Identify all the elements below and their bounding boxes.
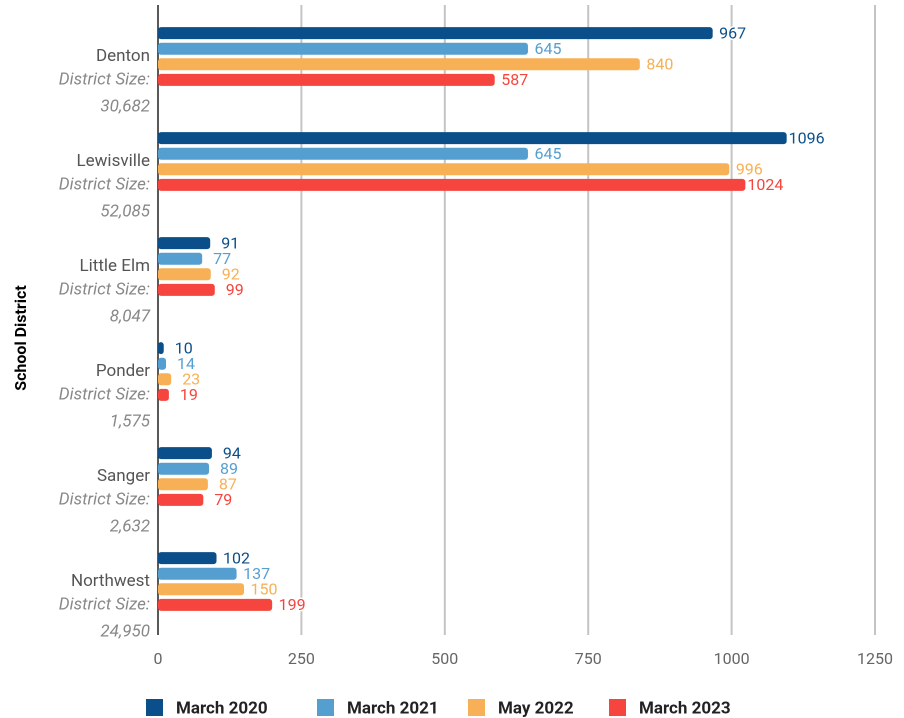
x-tick-label: 500 <box>431 649 458 668</box>
value-label: 19 <box>180 385 198 404</box>
legend-swatch <box>468 699 485 716</box>
category-note: District Size: 2,632 <box>59 490 150 537</box>
category-note: District Size: 52,085 <box>59 175 151 222</box>
bar <box>158 342 164 355</box>
x-tick-label: 1000 <box>714 649 750 668</box>
bar <box>158 388 169 401</box>
legend-swatch <box>317 699 334 716</box>
x-tick-label: 250 <box>288 649 315 668</box>
bar <box>158 462 210 475</box>
value-label: 840 <box>646 55 673 74</box>
value-label: 87 <box>219 475 237 494</box>
category-label: Little Elm <box>80 256 150 276</box>
category-note: District Size: 30,682 <box>59 70 150 117</box>
legend-label: May 2022 <box>498 698 574 718</box>
legend-label: March 2023 <box>639 698 731 718</box>
bar <box>158 598 273 611</box>
bar <box>158 373 172 386</box>
category-label: Ponder <box>96 361 150 381</box>
legend-label: March 2020 <box>176 698 268 718</box>
bar <box>158 132 787 145</box>
value-label: 91 <box>221 233 239 252</box>
category-label: Sanger <box>97 466 150 486</box>
value-label: 996 <box>736 160 763 179</box>
value-label: 94 <box>223 443 241 462</box>
value-label: 137 <box>243 564 270 583</box>
y-axis-label: School District <box>11 285 30 391</box>
value-label: 99 <box>226 280 244 299</box>
category-note: District Size: 24,950 <box>59 595 150 642</box>
bar <box>158 583 245 596</box>
legend-swatch <box>609 699 626 716</box>
value-label: 1024 <box>747 175 783 194</box>
value-label: 79 <box>214 490 232 509</box>
value-label: 14 <box>177 354 195 373</box>
value-label: 10 <box>175 338 193 357</box>
value-label: 1096 <box>789 128 825 147</box>
bar <box>158 178 746 191</box>
bar <box>158 567 237 580</box>
value-label: 77 <box>213 249 231 268</box>
bar <box>158 357 167 370</box>
category-label: Denton <box>96 46 150 66</box>
value-label: 92 <box>222 265 240 284</box>
bar <box>158 283 215 296</box>
x-tick-label: 0 <box>154 649 163 668</box>
bar <box>158 268 211 281</box>
bar <box>158 252 203 265</box>
bar <box>158 493 204 506</box>
category-label: Northwest <box>71 571 150 591</box>
bar <box>158 478 208 491</box>
bar <box>158 73 495 86</box>
legend-label: March 2021 <box>347 698 439 718</box>
category-note: District Size: 1,575 <box>59 385 151 432</box>
category-label: Lewisville <box>76 151 150 171</box>
x-tick-label: 1250 <box>857 649 893 668</box>
bar <box>158 27 713 40</box>
value-label: 967 <box>719 23 746 42</box>
x-tick-label: 750 <box>575 649 602 668</box>
bar <box>158 58 640 71</box>
bar <box>158 42 528 55</box>
value-label: 23 <box>182 370 200 389</box>
value-label: 587 <box>501 70 528 89</box>
value-label: 150 <box>251 580 278 599</box>
bar <box>158 552 217 565</box>
bar <box>158 447 212 460</box>
value-label: 645 <box>534 39 561 58</box>
value-label: 102 <box>223 548 250 567</box>
value-label: 645 <box>534 144 561 163</box>
bar <box>158 237 211 250</box>
bar <box>158 147 528 160</box>
category-note: District Size: 8,047 <box>59 280 151 327</box>
bar <box>158 163 730 176</box>
legend-swatch <box>146 699 163 716</box>
value-label: 89 <box>220 459 238 478</box>
value-label: 199 <box>279 595 306 614</box>
